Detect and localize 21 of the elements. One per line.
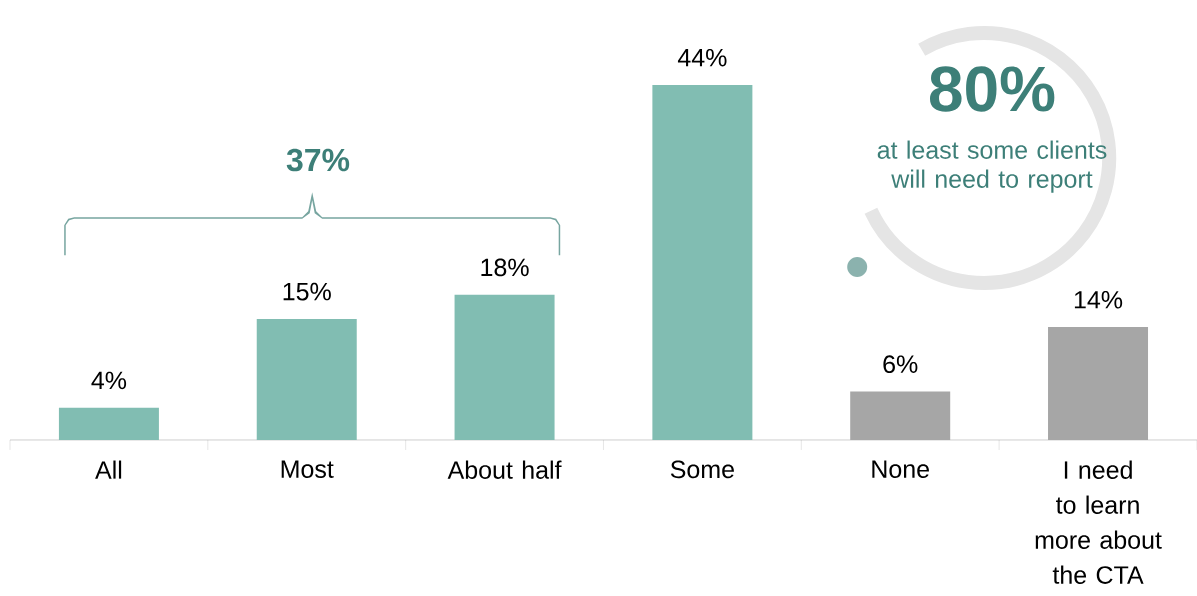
data-label: 15% [283,282,331,301]
x-tick-label: All [95,460,122,479]
data-label: 18% [481,258,529,277]
bar [850,391,951,440]
x-tick-label: Some [670,460,734,479]
annotation: 80% [929,66,1055,112]
bar [1048,327,1149,440]
bar [652,84,753,440]
data-label: 14% [1074,291,1123,309]
x-tick-label: I need to learn more about the CTA [1035,460,1162,584]
x-tick-label: Most [281,460,334,478]
data-label: 44% [677,48,727,67]
annotation: 37% [286,148,350,172]
x-tick-label: About half [447,460,562,479]
bar [58,407,159,440]
data-label: 4% [91,371,127,390]
bar [454,294,555,440]
data-label: 6% [883,355,918,374]
bar [256,318,357,440]
x-tick-label: None [872,460,929,478]
annotation: at least some clients will need to report [877,140,1107,193]
